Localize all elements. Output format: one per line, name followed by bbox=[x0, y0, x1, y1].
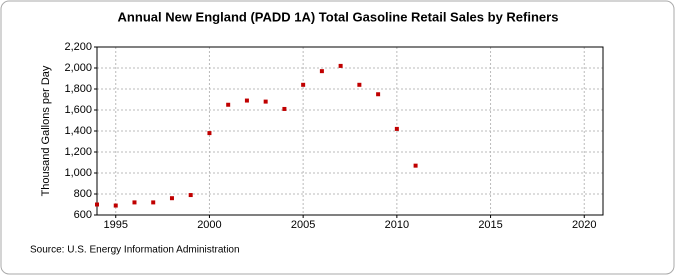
point bbox=[188, 193, 193, 198]
x-tick-label: 2005 bbox=[291, 219, 315, 231]
chart-title: Annual New England (PADD 1A) Total Gasol… bbox=[118, 9, 559, 24]
point bbox=[376, 92, 381, 97]
y-tick-label: 800 bbox=[74, 188, 92, 200]
point bbox=[244, 98, 249, 103]
y-tick-label: 1,400 bbox=[64, 125, 92, 137]
y-axis-label: Thousand Gallons per Day bbox=[40, 65, 52, 196]
point bbox=[357, 82, 362, 87]
point bbox=[151, 200, 156, 205]
point bbox=[338, 63, 343, 68]
y-tick-label: 600 bbox=[74, 209, 92, 221]
point bbox=[95, 202, 99, 207]
point bbox=[263, 99, 268, 104]
x-tick-label: 1995 bbox=[103, 219, 127, 231]
x-tick-label: 2010 bbox=[385, 219, 409, 231]
plot-border bbox=[96, 46, 604, 216]
y-tick-label: 2,200 bbox=[64, 41, 92, 53]
y-tick-label: 1,800 bbox=[64, 83, 92, 95]
point bbox=[207, 131, 212, 136]
x-tick-label: 2000 bbox=[197, 219, 221, 231]
point bbox=[394, 126, 399, 131]
point bbox=[226, 102, 231, 107]
point bbox=[113, 203, 118, 208]
point bbox=[319, 69, 324, 74]
point bbox=[282, 106, 287, 111]
x-tick-label: 2015 bbox=[478, 219, 502, 231]
source: Source: U.S. Energy Information Administ… bbox=[30, 245, 240, 256]
point bbox=[413, 163, 418, 168]
y-tick-label: 2,000 bbox=[64, 62, 92, 74]
point bbox=[169, 196, 174, 201]
point bbox=[132, 200, 137, 205]
y-tick-label: 1,000 bbox=[64, 167, 92, 179]
x-tick-label: 2020 bbox=[572, 219, 596, 231]
y-tick-label: 1,200 bbox=[64, 146, 92, 158]
y-tick-label: 1,600 bbox=[64, 104, 92, 116]
point bbox=[301, 82, 306, 87]
